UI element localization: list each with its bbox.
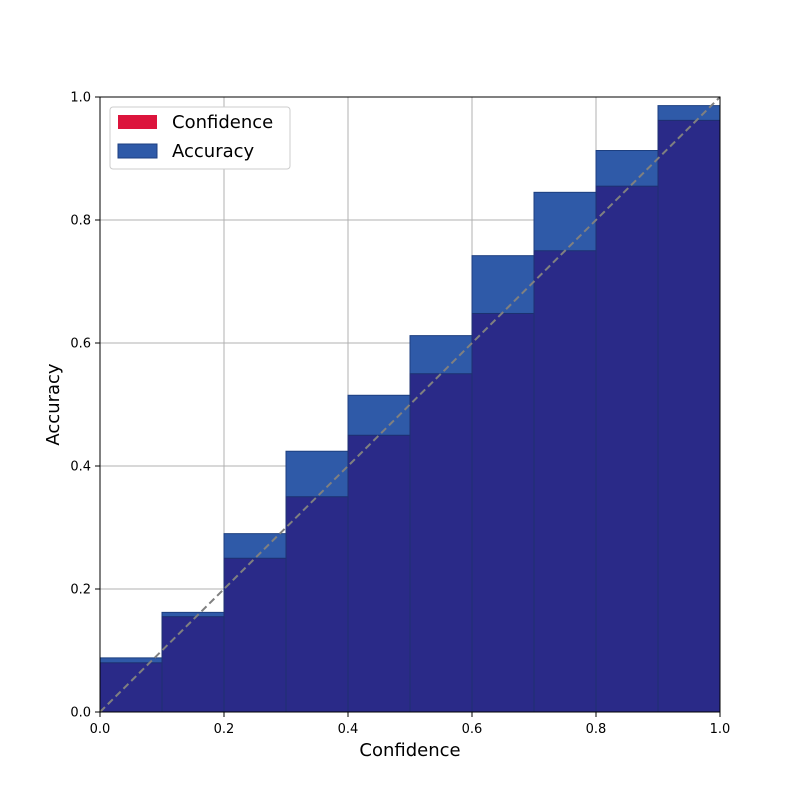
legend-swatch-accuracy — [117, 143, 158, 159]
legend: Confidence Accuracy — [109, 106, 291, 170]
plot-frame — [99, 96, 721, 713]
y-tick-label: 0.4 — [70, 460, 91, 475]
x-tick-label: 0.2 — [214, 722, 235, 737]
overlap-bar — [223, 557, 287, 713]
legend-swatch-confidence — [118, 115, 157, 129]
x-tick-label: 0.8 — [586, 722, 607, 737]
overlap-bar — [471, 312, 535, 713]
x-axis-label: Confidence — [359, 740, 460, 761]
legend-label-confidence: Confidence — [172, 112, 273, 133]
overlap-bar — [99, 662, 163, 713]
overlap-bar — [595, 185, 659, 713]
x-tick-label: 0.4 — [338, 722, 359, 737]
y-axis-label: Accuracy — [43, 363, 64, 446]
y-tick-label: 1.0 — [70, 91, 91, 106]
y-tick-label: 0.0 — [70, 706, 91, 721]
legend-label-accuracy: Accuracy — [172, 141, 255, 162]
overlap-bar — [161, 616, 225, 713]
x-tick-label: 0.6 — [462, 722, 483, 737]
overlap-bar — [533, 250, 597, 713]
x-axis-ticks: 0.0 0.2 0.4 0.6 0.8 1.0 — [90, 712, 731, 737]
overlap-bar — [347, 434, 411, 713]
x-tick-label: 1.0 — [710, 722, 731, 737]
overlap-bar — [409, 373, 473, 713]
overlap-bar — [657, 119, 721, 713]
y-axis-ticks: 0.0 0.2 0.4 0.6 0.8 1.0 — [70, 91, 100, 721]
accuracy-bars — [99, 105, 721, 713]
y-tick-label: 0.6 — [70, 337, 91, 352]
y-tick-label: 0.2 — [70, 583, 91, 598]
perfect-calibration-line — [99, 96, 721, 713]
y-tick-label: 0.8 — [70, 214, 91, 229]
overlap-bar — [285, 496, 349, 713]
x-tick-label: 0.0 — [90, 722, 111, 737]
